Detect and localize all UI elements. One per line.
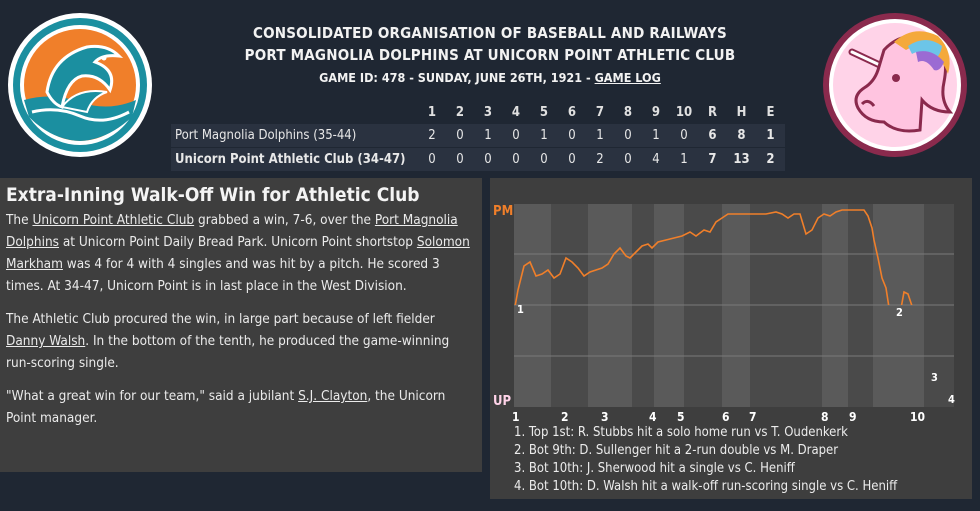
player-link-walsh[interactable]: Danny Walsh bbox=[6, 333, 86, 349]
story-text: at Unicorn Point Daily Bread Park. Unico… bbox=[58, 234, 417, 250]
manager-link-clayton[interactable]: S.J. Clayton bbox=[298, 388, 368, 404]
inning-axis-label: 6 bbox=[722, 410, 730, 424]
story-text: The Athletic Club procured the win, in l… bbox=[6, 311, 435, 327]
away-hits: 8 bbox=[737, 128, 746, 143]
game-story-panel: Extra-Inning Walk-Off Win for Athletic C… bbox=[0, 178, 482, 472]
hits-header: H bbox=[736, 105, 747, 120]
away-runs: 6 bbox=[708, 128, 717, 143]
inning-score: 1 bbox=[596, 128, 604, 143]
pm-axis-label: PM bbox=[493, 204, 513, 219]
key-play-item: 2. Bot 9th: D. Sullenger hit a 2-run dou… bbox=[514, 443, 839, 458]
away-team-link[interactable]: Port Magnolia Dolphins bbox=[6, 212, 458, 250]
home-hits: 13 bbox=[733, 152, 750, 167]
linescore-row-away: Port Magnolia Dolphins (35-44) 2 0 1 0 1… bbox=[171, 124, 785, 148]
inning-score: 4 bbox=[652, 152, 660, 167]
inning-header: 1 bbox=[427, 105, 437, 120]
inning-axis-label: 4 bbox=[649, 410, 657, 424]
matchup-title: PORT MAGNOLIA DOLPHINS AT UNICORN POINT … bbox=[244, 46, 736, 64]
inning-score: 0 bbox=[540, 152, 548, 167]
inning-axis-label: 3 bbox=[601, 410, 609, 424]
story-text: "What a great win for our team," said a … bbox=[6, 388, 299, 404]
inning-axis-label: 7 bbox=[749, 410, 757, 424]
inning-header: 9 bbox=[651, 105, 661, 120]
inning-score: 0 bbox=[512, 152, 520, 167]
away-errors: 1 bbox=[766, 128, 775, 143]
win-probability-chart: PM UP 1 2 3 4 1 2 3 4 5 6 7 8 9 10 bbox=[493, 204, 955, 424]
key-play-item: 1. Top 1st: R. Stubbs hit a solo home ru… bbox=[514, 425, 848, 440]
inning-axis-labels: 1 2 3 4 5 6 7 8 9 10 bbox=[512, 410, 925, 424]
story-text: The bbox=[6, 212, 33, 228]
home-team-name[interactable]: Unicorn Point Athletic Club (34-47) bbox=[175, 152, 406, 167]
inning-score: 1 bbox=[484, 128, 492, 143]
inning-score: 0 bbox=[484, 152, 492, 167]
story-text: . In the bottom of the tenth, he produce… bbox=[6, 333, 450, 371]
key-play-item: 4. Bot 10th: D. Walsh hit a walk-off run… bbox=[514, 479, 898, 494]
grid-lines bbox=[514, 253, 954, 357]
game-id-date: GAME ID: 478 - SUNDAY, JUNE 26TH, 1921 - bbox=[319, 70, 595, 85]
linescore-table: 1 2 3 4 5 6 7 8 9 10 R H E Port Magnolia… bbox=[171, 101, 785, 171]
event-marker-1: 1 bbox=[517, 303, 524, 316]
inning-axis-label: 5 bbox=[677, 410, 685, 424]
story-paragraph-3: "What a great win for our team," said a … bbox=[6, 385, 476, 429]
away-team-name[interactable]: Port Magnolia Dolphins (35-44) bbox=[175, 128, 357, 143]
inning-score: 1 bbox=[652, 128, 660, 143]
story-headline: Extra-Inning Walk-Off Win for Athletic C… bbox=[6, 184, 420, 206]
story-text: , the Unicorn Point manager. bbox=[6, 388, 446, 426]
runs-header: R bbox=[707, 105, 717, 120]
win-probability-panel: PM UP 1 2 3 4 1 2 3 4 5 6 7 8 9 10 1. To… bbox=[490, 178, 972, 499]
inning-header: 5 bbox=[539, 105, 549, 120]
inning-score: 1 bbox=[680, 152, 688, 167]
home-runs: 7 bbox=[708, 152, 717, 167]
inning-score: 1 bbox=[540, 128, 548, 143]
story-paragraph-2: The Athletic Club procured the win, in l… bbox=[6, 308, 476, 374]
inning-header: 7 bbox=[595, 105, 605, 120]
inning-score: 0 bbox=[680, 128, 688, 143]
inning-score: 0 bbox=[624, 128, 632, 143]
league-name: CONSOLIDATED ORGANISATION OF BASEBALL AN… bbox=[253, 24, 727, 42]
inning-header: 4 bbox=[511, 105, 521, 120]
team-column-header bbox=[171, 101, 418, 124]
up-axis-label: UP bbox=[493, 394, 511, 409]
inning-axis-label: 9 bbox=[849, 410, 857, 424]
player-link-markham[interactable]: Solomon Markham bbox=[6, 234, 470, 272]
inning-score: 0 bbox=[428, 152, 436, 167]
inning-score: 0 bbox=[624, 152, 632, 167]
inning-header: 2 bbox=[455, 105, 465, 120]
inning-axis-label: 10 bbox=[910, 410, 925, 424]
inning-axis-label: 1 bbox=[512, 410, 520, 424]
unicorn-logo bbox=[823, 13, 967, 157]
inning-header: 3 bbox=[483, 105, 493, 120]
inning-header: 8 bbox=[623, 105, 633, 120]
inning-score: 0 bbox=[456, 128, 464, 143]
errors-header: E bbox=[766, 105, 775, 120]
inning-score: 0 bbox=[568, 152, 576, 167]
linescore-row-home: Unicorn Point Athletic Club (34-47) 0 0 … bbox=[171, 147, 785, 171]
story-text: was 4 for 4 with 4 singles and was hit b… bbox=[6, 256, 440, 294]
event-marker-3: 3 bbox=[931, 371, 938, 384]
key-plays-list: 1. Top 1st: R. Stubbs hit a solo home ru… bbox=[514, 424, 897, 496]
inning-header: 6 bbox=[567, 105, 577, 120]
key-play-item: 3. Bot 10th: J. Sherwood hit a single vs… bbox=[514, 461, 795, 476]
inning-header: 10 bbox=[675, 105, 693, 120]
story-text: grabbed a win, 7-6, over the bbox=[194, 212, 375, 228]
game-header: CONSOLIDATED ORGANISATION OF BASEBALL AN… bbox=[165, 22, 815, 85]
game-info: GAME ID: 478 - SUNDAY, JUNE 26TH, 1921 -… bbox=[165, 70, 815, 85]
story-paragraph-1: The Unicorn Point Athletic Club grabbed … bbox=[6, 209, 476, 297]
inning-score: 0 bbox=[456, 152, 464, 167]
inning-axis-label: 8 bbox=[821, 410, 829, 424]
win-probability-line-pm bbox=[514, 209, 913, 305]
home-errors: 2 bbox=[766, 152, 775, 167]
game-log-link[interactable]: GAME LOG bbox=[594, 70, 661, 85]
event-marker-2: 2 bbox=[896, 306, 903, 319]
inning-score: 2 bbox=[428, 128, 436, 143]
inning-score: 2 bbox=[596, 152, 604, 167]
inning-score: 0 bbox=[512, 128, 520, 143]
dolphins-logo bbox=[8, 13, 152, 157]
event-marker-4: 4 bbox=[948, 393, 955, 406]
inning-axis-label: 2 bbox=[561, 410, 569, 424]
inning-score: 0 bbox=[568, 128, 576, 143]
home-team-link[interactable]: Unicorn Point Athletic Club bbox=[32, 212, 195, 228]
linescore-header-row: 1 2 3 4 5 6 7 8 9 10 R H E bbox=[171, 101, 785, 124]
